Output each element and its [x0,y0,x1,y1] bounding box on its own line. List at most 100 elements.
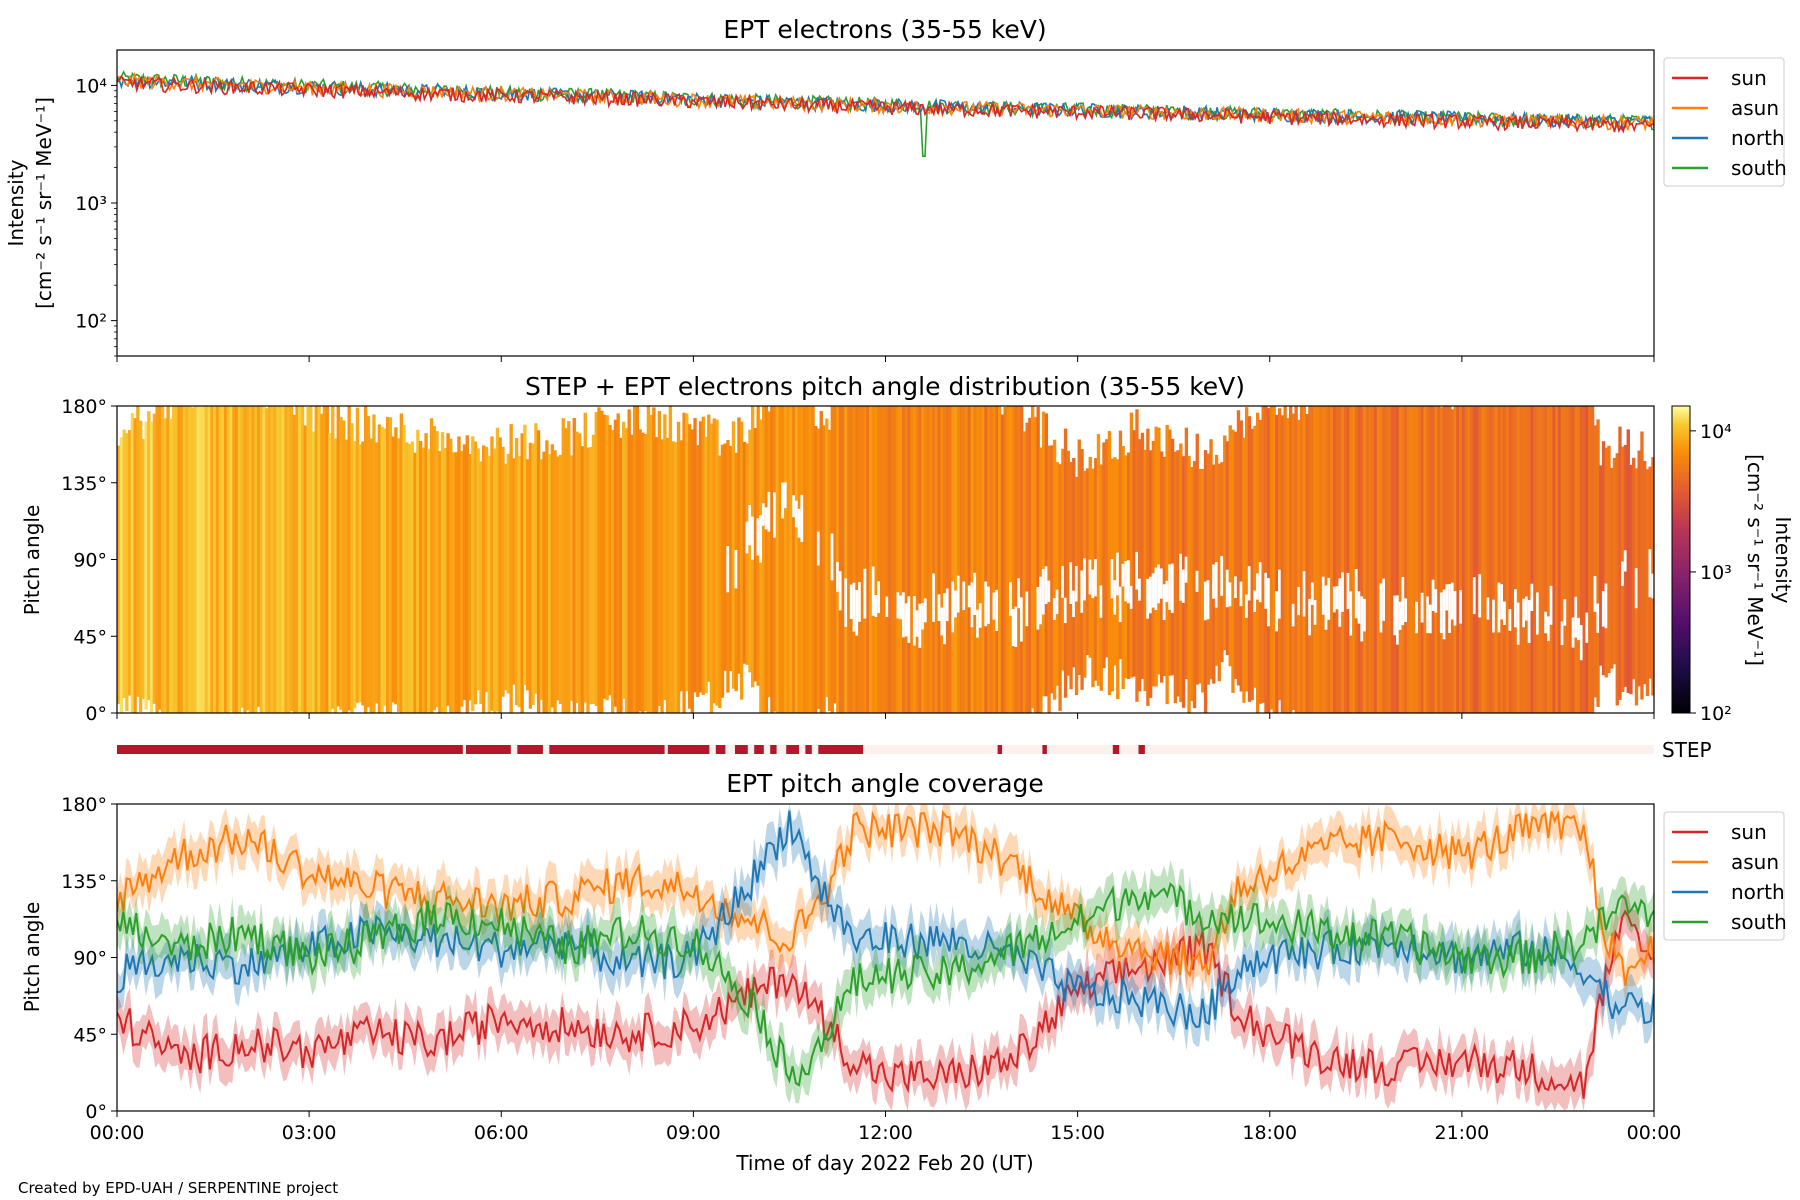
heatmap-gap [945,588,950,622]
panel4-series-south [117,882,1654,1087]
heatmap-gap [748,505,752,546]
heatmap-gap [1393,595,1397,636]
heatmap-gap [1634,568,1639,609]
legend-box [1663,811,1785,941]
heatmap-column [1044,413,1049,697]
heatmap-column [457,436,461,713]
heatmap-column [685,413,689,692]
heatmap-column [945,406,950,713]
heatmap-column [1140,432,1145,679]
heatmap-gap [1036,587,1040,630]
heatmap-column [874,406,878,713]
heatmap-gap [1428,604,1433,634]
heatmap-column [1343,406,1348,713]
heatmap-column [1549,406,1554,713]
panel4-series-asun [117,809,1654,986]
heatmap-gap [984,581,988,627]
heatmap-column [528,442,533,709]
heatmap-column [1467,406,1471,713]
heatmap-column [202,406,206,713]
heatmap-gap [1522,598,1526,628]
heatmap-gap [1264,572,1268,609]
heatmap-column [416,429,420,713]
heatmap-column [1299,406,1304,713]
heatmap-column [827,429,832,712]
heatmap-column [767,411,771,698]
heatmap-column [504,463,508,691]
heatmap-gap [1245,594,1249,618]
heatmap-column [311,431,316,713]
heatmap-column [246,406,250,711]
step-segment [805,745,812,754]
heatmap-column [1330,406,1334,713]
heatmap-column [506,453,511,694]
heatmap-column [1129,412,1134,678]
heatmap-gap [1094,559,1098,597]
heatmap-gap [1181,569,1186,603]
heatmap-column [709,423,714,713]
heatmap-column [1453,406,1457,713]
heatmap-column [1503,406,1507,713]
heatmap-gap [1426,596,1430,634]
heatmap-gap [1396,595,1400,645]
heatmap-gap [838,571,843,611]
heatmap-column [698,421,703,693]
heatmap-column [300,406,305,713]
heatmap-column [1187,456,1191,713]
heatmap-column [1588,406,1592,713]
heatmap-column [644,434,648,712]
heatmap-gap [951,581,955,633]
heatmap-column [1536,406,1540,713]
heatmap-column [451,452,456,713]
heatmap-column [608,425,612,696]
heatmap-column [748,429,752,673]
heatmap-gap [794,500,799,528]
heatmap-column [1612,457,1617,665]
panel2-title: STEP + EPT electrons pitch angle distrib… [525,372,1245,401]
heatmap-column [1000,414,1005,713]
heatmap-column [284,406,288,713]
heatmap-gap [992,592,996,620]
heatmap-column [962,406,966,713]
heatmap-column [1041,411,1046,697]
colorbar-label-line2: [cm⁻² s⁻¹ sr⁻¹ MeV⁻¹] [1743,454,1767,666]
heatmap-column [204,406,209,713]
heatmap-gap [797,508,802,538]
legend-label-sun: sun [1731,820,1767,844]
panel4-plot-area [117,804,1654,1111]
heatmap-gap [1228,582,1232,607]
heatmap-column [1533,406,1537,713]
panel4-xtick-label: 18:00 [1242,1122,1297,1144]
heatmap-gap [1313,600,1318,625]
heatmap-column [147,411,151,701]
heatmap-column [819,411,823,713]
heatmap-gap [1604,583,1608,629]
panel2-ytick-label: 180° [61,396,107,418]
heatmap-column [1025,422,1029,713]
heatmap-column [558,454,563,705]
heatmap-column [1357,406,1361,713]
panel4-xtick-label: 15:00 [1050,1122,1105,1144]
heatmap-column [690,429,694,713]
heatmap-gap [1099,585,1103,618]
heatmap-column [383,428,387,706]
heatmap-column [1061,448,1065,671]
heatmap-column [753,428,758,682]
heatmap-column [1072,458,1076,668]
heatmap-column [1398,406,1403,713]
heatmap-column [1006,406,1010,713]
heatmap-column [803,406,807,713]
heatmap-gap [1014,606,1018,647]
heatmap-gap [943,593,947,645]
heatmap-column [476,448,480,691]
heatmap-gap [1214,562,1219,608]
heatmap-gap [1157,564,1161,604]
heatmap-column [937,406,941,713]
heatmap-column [572,418,576,713]
heatmap-gap [855,590,859,636]
heatmap-column [1481,406,1485,713]
heatmap-gap [1291,603,1296,627]
heatmap-column [418,441,423,713]
heatmap-gap [1354,569,1359,619]
heatmap-gap [1327,577,1331,620]
